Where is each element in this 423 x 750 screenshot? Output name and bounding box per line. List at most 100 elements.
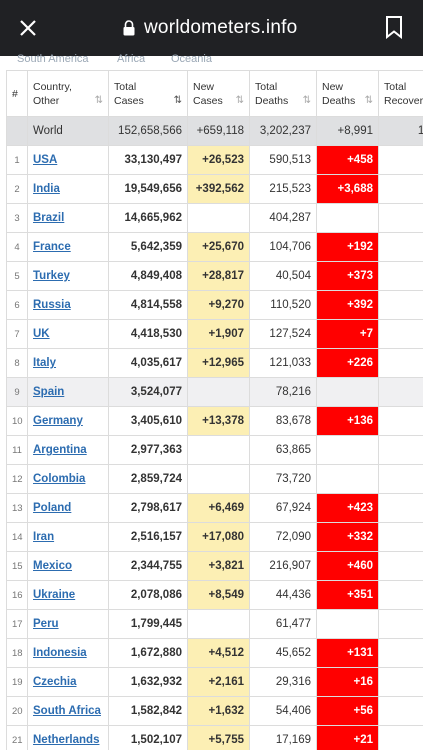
- new-deaths: +226: [316, 348, 379, 378]
- table-row: 20 South Africa 1,582,842+1,63254,406+561,…: [6, 696, 423, 726]
- new-deaths: +373: [316, 261, 379, 291]
- total-cases: 4,035,617: [108, 348, 188, 378]
- row-num: 14: [6, 522, 28, 552]
- new-cases: +28,817: [187, 261, 250, 291]
- total-cases: 1,632,932: [108, 667, 188, 697]
- row-num: 8: [6, 348, 28, 378]
- total-recovered: 1,55: [378, 667, 423, 697]
- new-cases: +17,080: [187, 522, 250, 552]
- country-link[interactable]: Brazil: [33, 212, 65, 224]
- table-row: 12 Colombia 2,859,724 73,720 2,66: [6, 464, 423, 494]
- new-deaths: +7: [316, 319, 379, 349]
- row-num: 19: [6, 667, 28, 697]
- covid-table-container[interactable]: # Country, Other ⇅ Total Cases ⇅ New Cases …: [6, 70, 423, 750]
- country-name: Ukraine: [27, 580, 109, 610]
- total-deaths: 215,523: [249, 174, 317, 204]
- country-link[interactable]: Colombia: [33, 473, 86, 485]
- country-link[interactable]: Spain: [33, 386, 65, 398]
- sort-icon: ⇅: [302, 95, 311, 106]
- country-link[interactable]: Indonesia: [33, 647, 87, 659]
- region-link[interactable]: South America: [17, 53, 89, 65]
- country-link[interactable]: USA: [33, 154, 58, 166]
- new-deaths: +131: [316, 638, 379, 668]
- row-num: 18: [6, 638, 28, 668]
- country-link[interactable]: Argentina: [33, 444, 87, 456]
- country-link[interactable]: France: [33, 241, 71, 253]
- country-link[interactable]: Poland: [33, 502, 72, 514]
- new-cases: +659,118: [187, 116, 250, 146]
- new-deaths: +423: [316, 493, 379, 523]
- header-total-cases[interactable]: Total Cases ⇅: [108, 70, 188, 117]
- total-deaths: 67,924: [249, 493, 317, 523]
- country-name: Poland: [27, 493, 109, 523]
- region-links: South America Africa Oceania: [0, 53, 423, 66]
- header-total-recovered[interactable]: Total Recover: [378, 70, 423, 117]
- total-cases: 4,418,530: [108, 319, 188, 349]
- row-num: 12: [6, 464, 28, 494]
- country-link[interactable]: Russia: [33, 299, 71, 311]
- country-link[interactable]: Turkey: [33, 270, 70, 282]
- total-recovered: 1,26: [378, 725, 423, 750]
- total-deaths: 72,090: [249, 522, 317, 552]
- country-link[interactable]: UK: [33, 328, 50, 340]
- total-cases: 4,849,408: [108, 261, 188, 291]
- header-new-cases[interactable]: New Cases ⇅: [187, 70, 250, 117]
- total-cases: 3,524,077: [108, 377, 188, 407]
- country-link[interactable]: Germany: [33, 415, 83, 427]
- header-country[interactable]: Country, Other ⇅: [27, 70, 109, 117]
- country-name: Mexico: [27, 551, 109, 581]
- total-recovered: 1,67: [378, 580, 423, 610]
- country-name: Turkey: [27, 261, 109, 291]
- country-name: Brazil: [27, 203, 109, 233]
- region-link[interactable]: Oceania: [171, 53, 212, 65]
- country-link[interactable]: Peru: [33, 618, 59, 630]
- total-recovered: 130,56: [378, 116, 423, 146]
- new-deaths: +332: [316, 522, 379, 552]
- country-link[interactable]: Mexico: [33, 560, 72, 572]
- address-bar[interactable]: worldometers.info: [122, 0, 297, 56]
- row-num: 10: [6, 406, 28, 436]
- country-link[interactable]: South Africa: [33, 705, 101, 717]
- header-new-deaths[interactable]: New Deaths ⇅: [316, 70, 379, 117]
- country-link[interactable]: Czechia: [33, 676, 77, 688]
- total-deaths: 61,477: [249, 609, 317, 639]
- total-recovered: 3,48: [378, 348, 423, 378]
- country-link[interactable]: Italy: [33, 357, 57, 369]
- country-link[interactable]: Iran: [33, 531, 55, 543]
- country-link[interactable]: India: [33, 183, 60, 195]
- country-name: UK: [27, 319, 109, 349]
- total-deaths: 17,169: [249, 725, 317, 750]
- table-row: 2 India 19,549,656+392,562215,523+3,68815,…: [6, 174, 423, 204]
- total-recovered: 1,50: [378, 696, 423, 726]
- total-recovered: 2,66: [378, 464, 423, 494]
- table-row: 17 Peru 1,799,445 61,477 1,68: [6, 609, 423, 639]
- total-deaths: 73,720: [249, 464, 317, 494]
- region-link[interactable]: Africa: [117, 53, 146, 65]
- header-total-deaths[interactable]: Total Deaths ⇅: [249, 70, 317, 117]
- total-recovered: 2,51: [378, 493, 423, 523]
- total-cases: 2,078,086: [108, 580, 188, 610]
- bookmark-button[interactable]: [385, 15, 407, 41]
- new-deaths: +192: [316, 232, 379, 262]
- country-name: Italy: [27, 348, 109, 378]
- country-link[interactable]: Netherlands: [33, 734, 100, 746]
- new-deaths: [316, 377, 379, 407]
- country-link[interactable]: Ukraine: [33, 589, 76, 601]
- country-name: USA: [27, 145, 109, 175]
- new-deaths: +392: [316, 290, 379, 320]
- row-num: 11: [6, 435, 28, 465]
- total-deaths: 404,287: [249, 203, 317, 233]
- header-num[interactable]: #: [6, 70, 28, 117]
- total-cases: 3,405,610: [108, 406, 188, 436]
- country-name: Spain: [27, 377, 109, 407]
- new-deaths: [316, 464, 379, 494]
- close-tab-button[interactable]: [14, 14, 42, 42]
- row-num: 4: [6, 232, 28, 262]
- row-num: 17: [6, 609, 28, 639]
- total-recovered: 1,68: [378, 609, 423, 639]
- total-deaths: 63,865: [249, 435, 317, 465]
- new-cases: +25,670: [187, 232, 250, 262]
